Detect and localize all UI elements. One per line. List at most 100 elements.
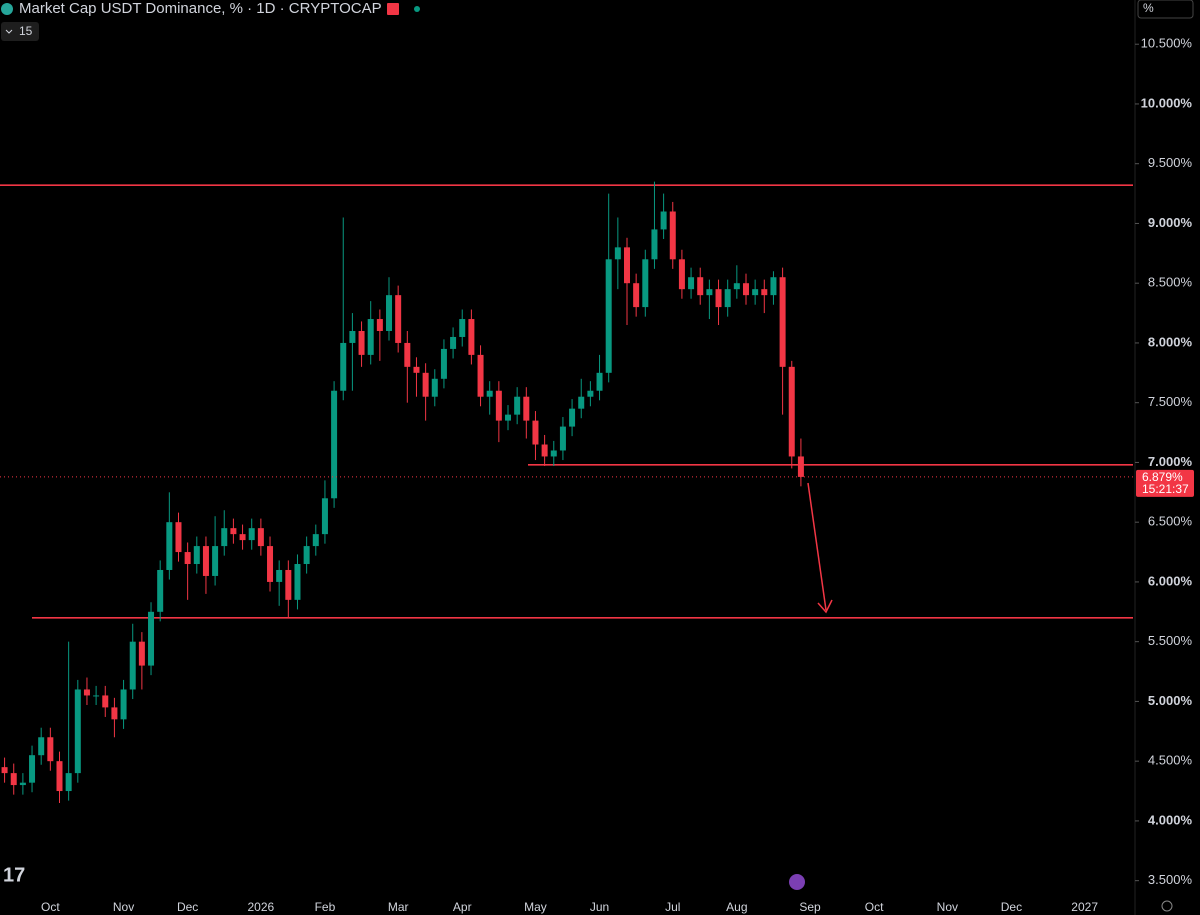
candle-body <box>413 366 420 373</box>
candle-body <box>578 396 585 409</box>
candle-body <box>157 569 164 612</box>
candle-body <box>779 277 786 367</box>
indicator-toggle[interactable] <box>1 22 39 41</box>
candle-body <box>651 229 658 260</box>
candle-body <box>459 319 466 337</box>
candle-body <box>761 289 768 296</box>
candle-body <box>614 247 621 260</box>
indicator-value: 15 <box>19 24 33 38</box>
candle-body <box>93 695 100 697</box>
y-tick-label: 4.500% <box>1148 753 1193 768</box>
candle-body <box>276 569 283 582</box>
candle-body <box>303 546 310 565</box>
candle-body <box>797 456 804 477</box>
candle-body <box>495 390 502 421</box>
candle-body <box>138 641 145 666</box>
x-tick-label: Sep <box>799 900 821 914</box>
candle-body <box>331 390 338 499</box>
scale-label: % <box>1143 1 1154 15</box>
candle-body <box>83 689 90 696</box>
candle-body <box>587 390 594 397</box>
last-price-label: 6.879% <box>1142 470 1183 484</box>
y-tick-label: 5.500% <box>1148 633 1193 648</box>
candle-body <box>294 564 301 600</box>
candle-body <box>102 695 109 708</box>
tv-logo: 17 <box>3 864 25 886</box>
candle-body <box>431 378 438 397</box>
scale-button[interactable] <box>1137 0 1194 19</box>
countdown: 15:21:37 <box>1142 482 1189 496</box>
candle-body <box>230 528 237 535</box>
candle-body <box>715 289 722 308</box>
candle-body <box>569 408 576 427</box>
x-tick-label: Mar <box>388 900 409 914</box>
candle-body <box>267 546 274 582</box>
candle-body <box>248 528 255 541</box>
x-tick-label: Nov <box>113 900 134 914</box>
candle-body <box>285 569 292 600</box>
candle-body <box>422 372 429 397</box>
settings-icon[interactable] <box>1161 900 1173 912</box>
candle-body <box>175 522 182 553</box>
candle-body <box>450 336 457 349</box>
candle-body <box>596 372 603 391</box>
candle-body <box>642 259 649 308</box>
y-tick-label: 9.500% <box>1148 155 1193 170</box>
candle-body <box>660 211 667 230</box>
x-tick-label: Aug <box>726 900 747 914</box>
x-tick-label: 2027 <box>1071 900 1098 914</box>
candle-body <box>623 247 630 284</box>
candle-body <box>669 211 676 260</box>
y-tick-label: 10.500% <box>1141 36 1193 51</box>
candle-body <box>742 283 749 296</box>
candle-body <box>193 546 200 565</box>
flag-icon[interactable] <box>387 3 399 15</box>
status-dot <box>414 6 420 12</box>
x-tick-label: Oct <box>865 900 884 914</box>
candle-body <box>129 641 136 690</box>
candle-body <box>38 737 45 756</box>
candle-body <box>239 534 246 541</box>
y-tick-label: 4.000% <box>1148 812 1193 827</box>
candle-body <box>706 289 713 296</box>
candle-body <box>678 259 685 290</box>
x-tick-label: Apr <box>453 900 472 914</box>
candle-body <box>148 611 155 666</box>
y-tick-label: 7.000% <box>1148 454 1193 469</box>
candle-body <box>111 707 118 720</box>
x-tick-label: Oct <box>41 900 60 914</box>
candle-body <box>376 319 383 331</box>
x-tick-label: Feb <box>315 900 336 914</box>
candle-body <box>120 689 127 720</box>
candle-body <box>724 289 731 308</box>
candle-body <box>367 319 374 355</box>
plot <box>0 0 1139 915</box>
candle-body <box>349 330 356 343</box>
candle-body <box>697 277 704 296</box>
candle-body <box>212 546 219 576</box>
candle-body <box>65 773 72 792</box>
candle-body <box>1 767 8 774</box>
news-icon[interactable] <box>789 874 805 890</box>
candle-body <box>523 396 530 421</box>
candle-body <box>184 552 191 565</box>
x-tick-label: Jul <box>665 900 680 914</box>
y-tick-label: 8.500% <box>1148 275 1193 290</box>
candle-body <box>74 689 81 774</box>
y-tick-label: 6.500% <box>1148 514 1193 529</box>
candle-body <box>404 342 411 367</box>
candle-body <box>733 283 740 290</box>
candle-body <box>56 761 63 792</box>
candle-body <box>321 498 328 535</box>
arrow-head <box>817 599 833 614</box>
x-tick-label: Jun <box>590 900 609 914</box>
candle-body <box>752 289 759 296</box>
x-tick-label: Dec <box>1001 900 1022 914</box>
chevron <box>5 29 13 34</box>
candle-body <box>486 390 493 397</box>
candle-body <box>29 755 36 783</box>
candle-body <box>550 450 557 457</box>
header-title: Market Cap USDT Dominance, % · 1D · CRYP… <box>19 0 382 17</box>
